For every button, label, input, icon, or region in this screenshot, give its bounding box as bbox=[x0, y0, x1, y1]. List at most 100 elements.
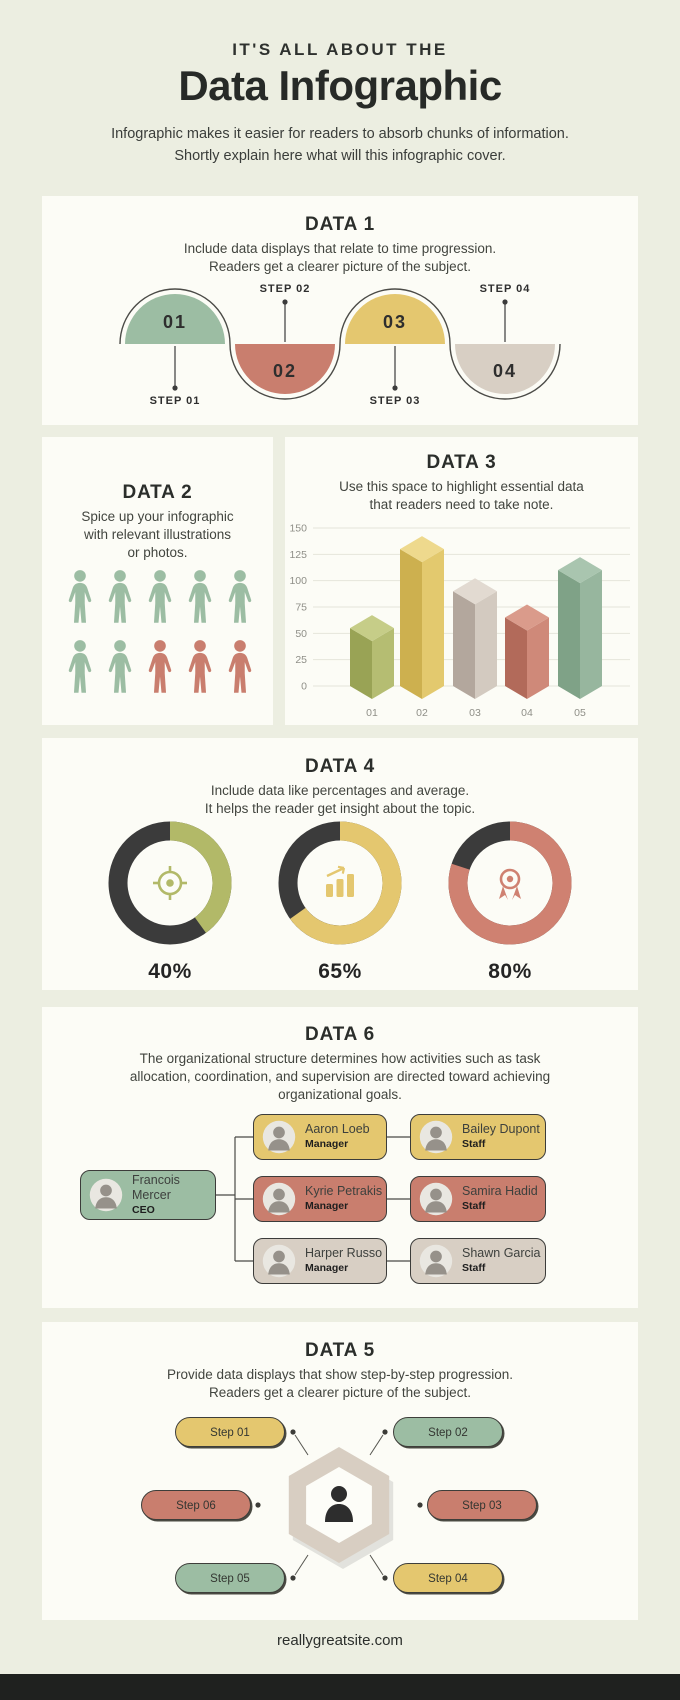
step-pill-step-03: Step 03 bbox=[427, 1490, 537, 1520]
hexagon-hub bbox=[288, 1447, 394, 1569]
svg-text:01: 01 bbox=[366, 707, 378, 719]
data4-title: DATA 4 bbox=[305, 756, 375, 777]
org-person-role: Staff bbox=[462, 1200, 486, 1212]
org-person-name: Bailey Dupont bbox=[462, 1122, 540, 1136]
spoke-dot bbox=[382, 1575, 388, 1581]
target-icon bbox=[153, 866, 187, 900]
data5-desc-line1: Provide data displays that show step-by-… bbox=[167, 1367, 513, 1382]
org-person-role: CEO bbox=[132, 1203, 155, 1216]
org-box-staff: Shawn Garcia Staff bbox=[410, 1238, 546, 1284]
svg-text:03: 03 bbox=[469, 707, 481, 719]
avatar bbox=[262, 1120, 296, 1154]
data3-desc-line2: that readers need to take note. bbox=[369, 497, 554, 512]
org-person-name: Francois Mercer bbox=[132, 1172, 180, 1202]
step-pill-step-01: Step 01 bbox=[175, 1417, 285, 1447]
org-person-role: Staff bbox=[462, 1138, 486, 1150]
svg-text:05: 05 bbox=[574, 707, 586, 719]
avatar bbox=[419, 1120, 453, 1154]
svg-text:04: 04 bbox=[493, 361, 517, 381]
data6-desc-line3: organizational goals. bbox=[278, 1087, 402, 1102]
page-subtitle-line2: Shortly explain here what will this info… bbox=[174, 148, 506, 164]
spoke-dot bbox=[255, 1502, 261, 1508]
donut-chart-65: 65% bbox=[275, 818, 405, 984]
step-pill-step-05: Step 05 bbox=[175, 1563, 285, 1593]
svg-text:STEP 03: STEP 03 bbox=[370, 395, 421, 407]
step-pill-step-06: Step 06 bbox=[141, 1490, 251, 1520]
step-pill-step-02: Step 02 bbox=[393, 1417, 503, 1447]
donut-percent-label: 80% bbox=[488, 960, 532, 983]
bar-02 bbox=[400, 536, 444, 699]
org-box-manager: Kyrie Petrakis Manager bbox=[253, 1176, 387, 1222]
org-connectors-svg bbox=[216, 1136, 410, 1262]
org-person-role: Manager bbox=[305, 1200, 349, 1212]
person-icon bbox=[108, 640, 132, 693]
org-person-name: Samira Hadid bbox=[462, 1184, 538, 1198]
org-person-name: Aaron Loeb bbox=[305, 1122, 370, 1136]
svg-text:100: 100 bbox=[289, 575, 307, 587]
avatar bbox=[89, 1178, 123, 1212]
donut-chart-40: 40% bbox=[105, 818, 235, 984]
data6-desc-line1: The organizational structure determines … bbox=[139, 1051, 541, 1066]
donut-percent-label: 65% bbox=[318, 960, 362, 983]
data2-title: DATA 2 bbox=[122, 482, 193, 503]
donut-chart-80: 80% bbox=[445, 818, 575, 984]
person-icon bbox=[188, 640, 212, 693]
person-icon bbox=[228, 570, 252, 623]
org-box-staff: Samira Hadid Staff bbox=[410, 1176, 546, 1222]
spoke-dot bbox=[382, 1429, 388, 1435]
data5-desc-line2: Readers get a clearer picture of the sub… bbox=[209, 1385, 471, 1400]
timeline-step-02: 02 STEP 02 bbox=[235, 283, 335, 394]
person-icon bbox=[108, 570, 132, 623]
bar-03 bbox=[453, 578, 497, 699]
bar-04 bbox=[505, 604, 549, 699]
timeline-step-01: 01 STEP 01 bbox=[125, 294, 225, 407]
org-person-role: Manager bbox=[305, 1262, 349, 1274]
svg-text:04: 04 bbox=[521, 707, 533, 719]
data5-title: DATA 5 bbox=[305, 1340, 375, 1361]
svg-text:50: 50 bbox=[295, 628, 307, 640]
pictogram-grid bbox=[60, 570, 270, 710]
spoke-dot bbox=[290, 1575, 296, 1581]
person-icon bbox=[228, 640, 252, 693]
org-person-name: Shawn Garcia bbox=[462, 1246, 541, 1260]
panel-data4 bbox=[42, 738, 638, 990]
data3-title: DATA 3 bbox=[426, 452, 497, 473]
avatar bbox=[262, 1182, 296, 1216]
org-person-role: Staff bbox=[462, 1262, 486, 1274]
data6-desc-line2: allocation, coordination, and supervisio… bbox=[129, 1069, 551, 1084]
award-icon bbox=[499, 868, 521, 900]
timeline-step-04: 04 STEP 04 bbox=[455, 283, 555, 394]
person-icon bbox=[188, 570, 212, 623]
spoke-dot bbox=[417, 1502, 423, 1508]
svg-text:150: 150 bbox=[289, 523, 307, 535]
footer-site-text: reallygreatsite.com bbox=[277, 1632, 403, 1649]
data6-title: DATA 6 bbox=[305, 1024, 375, 1045]
svg-text:125: 125 bbox=[289, 549, 307, 561]
hub-svg bbox=[255, 1429, 423, 1581]
data4-desc-line1: Include data like percentages and averag… bbox=[210, 783, 470, 798]
avatar bbox=[419, 1244, 453, 1278]
spoke-dot bbox=[290, 1429, 296, 1435]
person-icon bbox=[148, 640, 172, 693]
svg-text:25: 25 bbox=[295, 654, 307, 666]
org-person-role: Manager bbox=[305, 1138, 349, 1150]
org-person-name: Kyrie Petrakis bbox=[305, 1184, 383, 1198]
org-person-name: Harper Russo bbox=[305, 1246, 383, 1260]
person-icon bbox=[68, 640, 92, 693]
data2-desc-line1: Spice up your infographic bbox=[81, 509, 234, 524]
avatar bbox=[419, 1182, 453, 1216]
footer-bar bbox=[0, 1674, 680, 1700]
org-box-ceo: Francois Mercer CEO bbox=[80, 1170, 216, 1220]
step-pill-step-04: Step 04 bbox=[393, 1563, 503, 1593]
page-subtitle-line1: Infographic makes it easier for readers … bbox=[111, 126, 569, 142]
person-icon bbox=[68, 570, 92, 623]
header-kicker: IT'S ALL ABOUT THE bbox=[232, 40, 448, 59]
org-box-manager: Harper Russo Manager bbox=[253, 1238, 387, 1284]
svg-text:STEP 04: STEP 04 bbox=[480, 283, 531, 295]
data4-desc-line2: It helps the reader get insight about th… bbox=[204, 801, 476, 816]
timeline-step-03: 03 STEP 03 bbox=[345, 294, 445, 407]
bar-01 bbox=[350, 615, 394, 699]
svg-text:01: 01 bbox=[163, 312, 187, 332]
person-icon bbox=[148, 570, 172, 623]
person-icon bbox=[325, 1486, 353, 1522]
